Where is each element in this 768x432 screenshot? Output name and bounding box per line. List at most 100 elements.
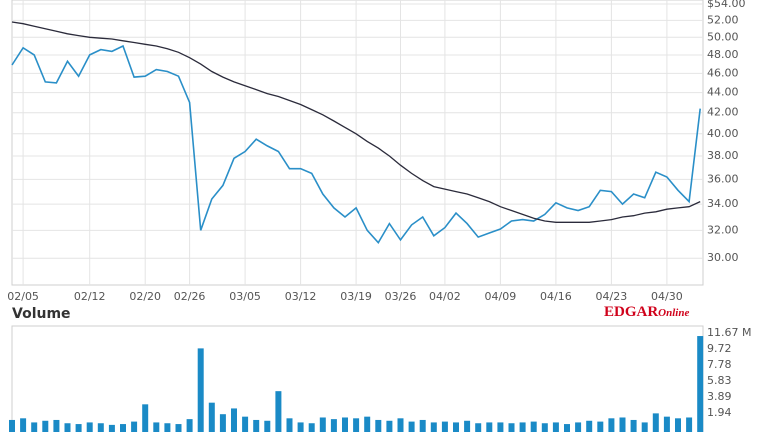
x-tick-label: 04/09 <box>485 290 517 303</box>
volume-bar <box>397 418 404 432</box>
volume-bar <box>164 423 171 432</box>
volume-bar <box>142 404 149 432</box>
volume-bar <box>286 418 293 432</box>
y-tick-label: 9.72 <box>707 342 732 355</box>
volume-bar <box>31 422 38 432</box>
volume-bar <box>330 419 337 432</box>
volume-bar <box>131 421 138 432</box>
price-frame <box>11 0 704 286</box>
x-tick-label: 03/05 <box>229 290 261 303</box>
volume-bar <box>408 421 415 432</box>
volume-bar <box>441 421 448 432</box>
x-tick-label: 03/26 <box>385 290 417 303</box>
y-tick-label: 42.00 <box>707 106 739 119</box>
volume-bar <box>153 422 160 432</box>
y-tick-label: 52.00 <box>707 13 739 26</box>
brand-logo: EDGAROnline <box>604 304 689 320</box>
volume-bar <box>242 416 249 432</box>
y-tick-label: 44.00 <box>707 86 739 99</box>
volume-bar <box>530 421 537 432</box>
x-tick-label: 04/02 <box>429 290 461 303</box>
x-tick-label: 02/26 <box>174 290 206 303</box>
volume-bar <box>64 423 71 432</box>
y-tick-label: 32.00 <box>707 223 739 236</box>
volume-bar <box>86 422 93 432</box>
volume-bar <box>42 420 49 432</box>
y-tick-label: 30.00 <box>707 251 739 264</box>
volume-bar <box>519 422 526 432</box>
volume-bar <box>264 420 271 432</box>
x-tick-label: 03/19 <box>340 290 372 303</box>
volume-bar <box>497 422 504 432</box>
y-tick-label: 1.94 <box>707 406 732 419</box>
y-tick-label: 46.00 <box>707 66 739 79</box>
volume-bar <box>53 419 60 432</box>
volume-bar <box>686 417 693 432</box>
volume-bar <box>630 419 637 432</box>
volume-bar <box>219 414 226 432</box>
volume-frame <box>11 325 704 432</box>
x-tick-label: 04/16 <box>540 290 572 303</box>
x-tick-label: 03/12 <box>285 290 317 303</box>
volume-bar <box>619 417 626 432</box>
volume-bar <box>9 419 15 432</box>
volume-bar <box>652 413 659 432</box>
x-tick-label: 02/12 <box>74 290 106 303</box>
volume-bar <box>297 422 304 432</box>
x-tick-label: 02/20 <box>129 290 161 303</box>
volume-bar <box>353 418 360 432</box>
x-tick-label: 04/23 <box>596 290 628 303</box>
volume-bar <box>541 423 548 432</box>
volume-bar <box>253 419 260 432</box>
volume-bar <box>641 422 648 432</box>
volume-bar <box>75 424 82 432</box>
volume-bar <box>675 418 681 432</box>
volume-bar <box>597 421 604 432</box>
volume-bar <box>486 422 493 432</box>
y-tick-label: 36.00 <box>707 172 739 185</box>
volume-bar <box>319 417 326 432</box>
volume-bar <box>208 402 215 432</box>
volume-bar <box>186 419 193 432</box>
volume-bar <box>608 418 615 432</box>
volume-bar <box>20 418 27 432</box>
volume-bar <box>464 420 471 432</box>
y-tick-label: 3.89 <box>707 390 732 403</box>
volume-bar <box>364 416 371 432</box>
brand: EDGAR <box>604 304 658 320</box>
y-tick-label: 50.00 <box>707 30 739 43</box>
volume-bar <box>197 348 204 432</box>
volume-bar <box>697 336 704 432</box>
volume-bar <box>663 416 670 432</box>
volume-bar <box>375 419 382 432</box>
volume-bar <box>419 419 426 432</box>
y-tick-label: 38.00 <box>707 149 739 162</box>
volume-bar <box>575 422 582 432</box>
volume-bar <box>475 423 482 432</box>
x-tick-label: 04/30 <box>651 290 683 303</box>
price-line <box>11 21 701 223</box>
y-tick-label: 7.78 <box>707 358 732 371</box>
y-tick-label: 11.67 M <box>707 326 751 339</box>
volume-bar <box>342 417 348 432</box>
y-tick-label: 5.83 <box>707 374 732 387</box>
volume-bar <box>453 422 459 432</box>
volume-bar <box>308 423 315 432</box>
brand-suffix: Online <box>658 307 689 319</box>
volume-bar <box>231 408 237 432</box>
price-line <box>11 44 701 245</box>
y-tick-label: 34.00 <box>707 197 739 210</box>
y-tick-label: 40.00 <box>707 127 739 140</box>
volume-bar <box>564 424 570 432</box>
volume-bar <box>275 391 282 432</box>
volume-bar <box>552 422 559 432</box>
volume-bar <box>120 424 126 432</box>
volume-bar <box>508 423 515 432</box>
volume-bar <box>586 420 593 432</box>
volume-bar <box>386 420 393 432</box>
y-tick-label: $54.00 <box>707 0 746 10</box>
volume-bar <box>430 422 437 432</box>
volume-bar <box>175 424 182 432</box>
